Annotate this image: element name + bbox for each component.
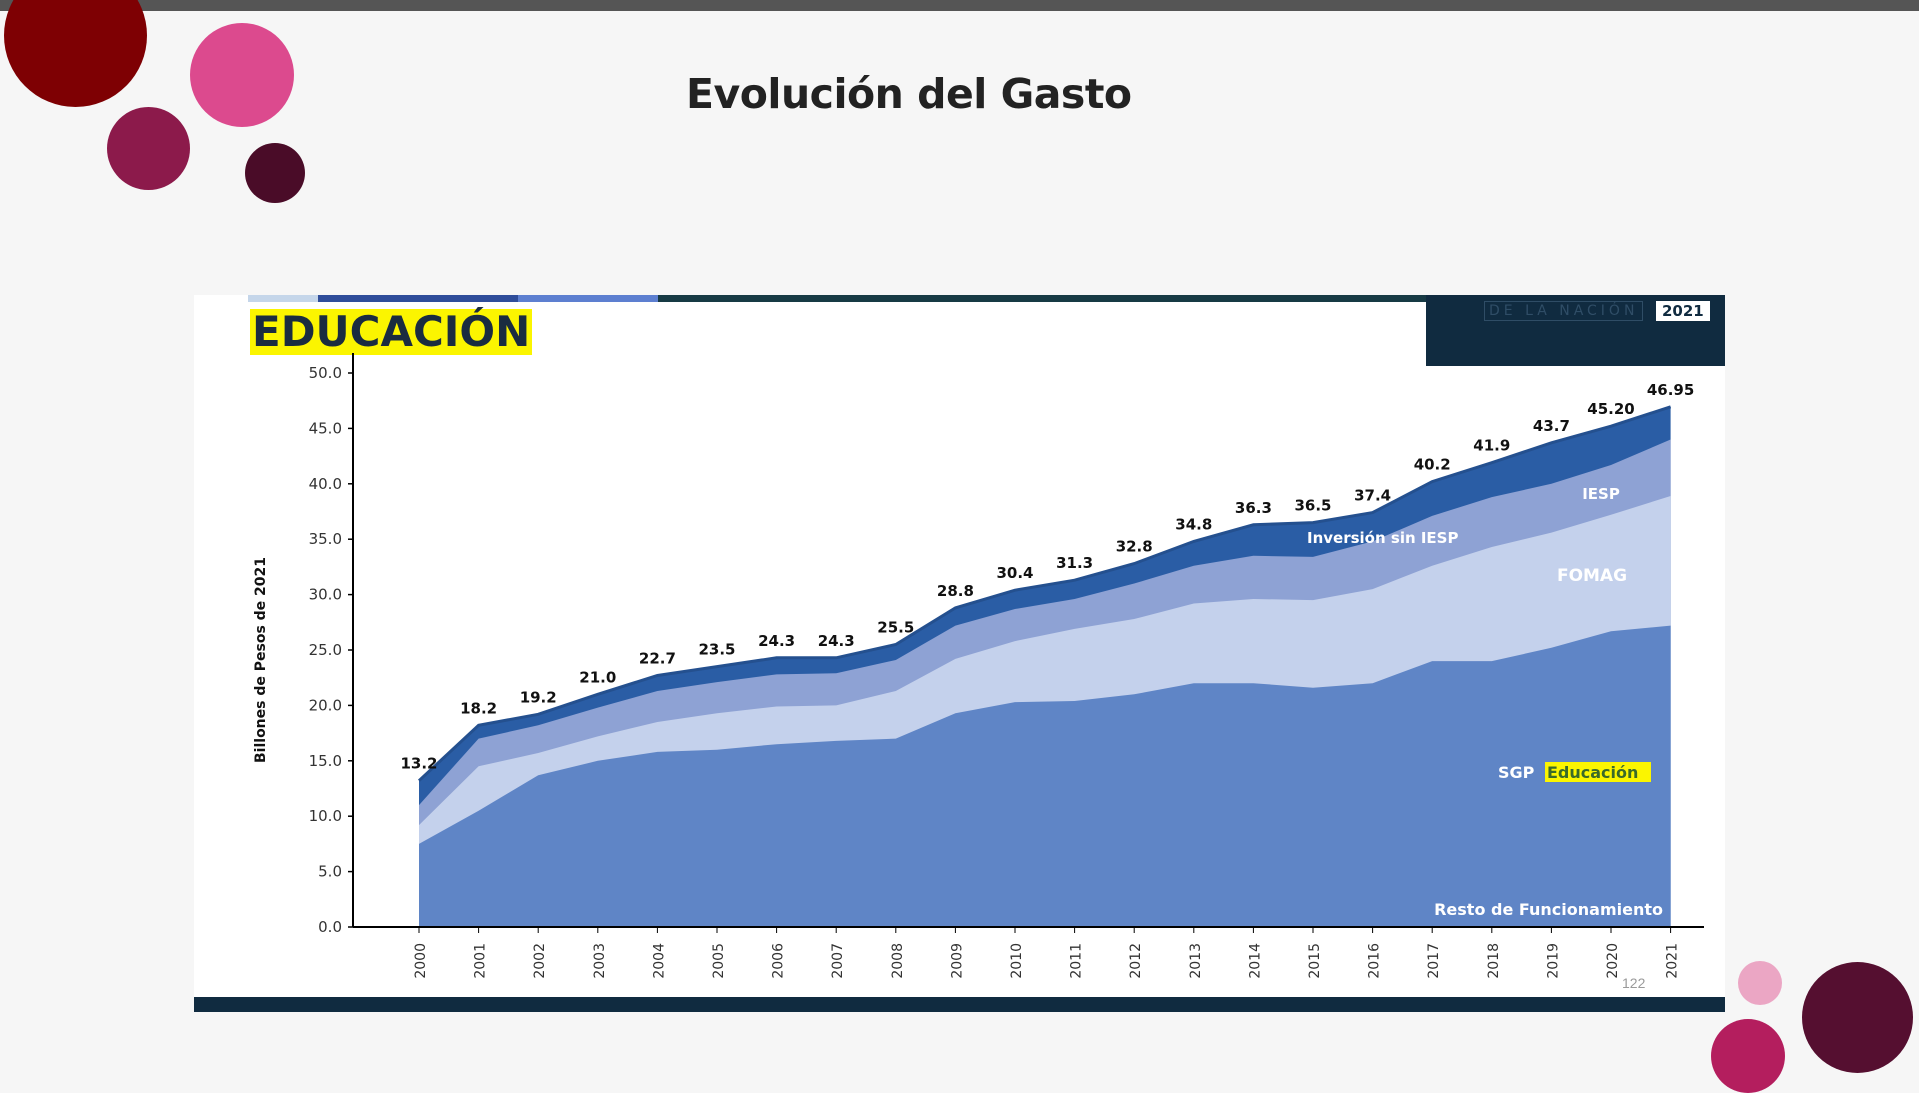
- annotation-resto: Resto de Funcionamiento: [1434, 900, 1663, 919]
- top-bar: [0, 0, 1919, 11]
- figure-top-strip: [318, 295, 518, 302]
- y-tick-label: 50.0: [309, 364, 342, 382]
- x-tick-label: 2004: [651, 943, 667, 979]
- data-label: 30.4: [996, 564, 1033, 582]
- x-tick-label: 2003: [592, 943, 608, 979]
- data-label: 37.4: [1354, 487, 1391, 505]
- x-tick-label: 2021: [1665, 943, 1681, 979]
- figure-top-strip: [518, 295, 658, 302]
- annotation-sgp-highlight: Educación: [1547, 763, 1638, 782]
- data-label: 36.3: [1235, 499, 1272, 517]
- decor-dot-pink: [190, 23, 294, 127]
- data-label: 43.7: [1533, 417, 1570, 435]
- data-label: 31.3: [1056, 554, 1093, 572]
- decor-dot-darkred: [4, 0, 147, 107]
- brand-year: 2021: [1656, 301, 1710, 321]
- chart-labels: 13.2 18.2 19.2 21.0 22.7 23.5 24.3 24.3 25.5 28.8…: [400, 381, 1694, 919]
- data-label: 13.2: [400, 755, 437, 773]
- chart-areas: [417, 405, 1672, 927]
- x-tick-label: 2006: [771, 943, 787, 979]
- figure-top-strip: [658, 295, 1428, 302]
- figure-title: EDUCACIÓN: [250, 307, 533, 356]
- data-label: 46.95: [1647, 381, 1694, 399]
- y-tick-label: 15.0: [309, 752, 342, 770]
- x-tick-label: 2000: [413, 943, 429, 979]
- x-tick-label: 2016: [1367, 943, 1383, 979]
- brand-text: DE LA NACIÓN: [1484, 301, 1644, 321]
- data-label: 21.0: [579, 668, 616, 686]
- decor-dot-magenta: [107, 107, 190, 190]
- y-tick-label: 0.0: [318, 918, 342, 936]
- page-number: 122: [1622, 975, 1646, 991]
- area-chart: 0.0 5.0 10.0 15.0 20.0 25.0 30.0 35.0 40.0 45.0 50…: [253, 353, 1704, 979]
- data-label: 19.2: [520, 688, 557, 706]
- x-tick-label: 2018: [1486, 943, 1502, 979]
- annotation-iesp: IESP: [1582, 485, 1620, 503]
- decor-dot-plum: [245, 143, 305, 203]
- x-tick-label: 2020: [1605, 943, 1621, 979]
- x-tick-label: 2005: [711, 943, 727, 979]
- chart-figure: DE LA NACIÓN 2021 EDUCACIÓN 0.0 5.0 10.0 15…: [194, 295, 1725, 1012]
- x-tick-label: 2013: [1188, 943, 1204, 979]
- x-tick-label: 2002: [532, 943, 548, 979]
- decor-dot-lightpink: [1738, 961, 1782, 1005]
- x-tick-label: 2001: [473, 943, 489, 979]
- x-tick-label: 2009: [949, 943, 965, 979]
- y-tick-label: 45.0: [309, 419, 342, 437]
- data-label: 34.8: [1175, 515, 1212, 533]
- decor-dot-rose: [1711, 1019, 1785, 1093]
- x-tick-label: 2007: [830, 943, 846, 979]
- series-line-total: [417, 405, 1672, 782]
- data-label: 45.20: [1587, 400, 1634, 418]
- x-tick-label: 2015: [1307, 943, 1323, 979]
- x-tick-label: 2019: [1545, 943, 1561, 979]
- figure-top-strip: [248, 295, 318, 302]
- chart-axes: 0.0 5.0 10.0 15.0 20.0 25.0 30.0 35.0 40.0 45.0 50…: [253, 353, 1704, 979]
- data-label: 40.2: [1414, 456, 1451, 474]
- annotation-highlight: [1545, 762, 1651, 782]
- data-label: 24.3: [758, 632, 795, 650]
- x-tick-label: 2011: [1069, 943, 1085, 979]
- x-tick-label: 2014: [1247, 943, 1263, 979]
- decor-dot-darkplum: [1802, 962, 1913, 1073]
- data-label: 22.7: [639, 649, 676, 667]
- x-tick-label: 2012: [1128, 943, 1144, 979]
- x-tick-label: 2010: [1009, 943, 1025, 979]
- y-axis-title: Billones de Pesos de 2021: [253, 557, 269, 763]
- y-tick-label: 5.0: [318, 863, 342, 881]
- y-tick-label: 40.0: [309, 475, 342, 493]
- y-tick-label: 25.0: [309, 641, 342, 659]
- x-tick-label: 2017: [1426, 943, 1442, 979]
- x-tick-label: 2008: [890, 943, 906, 979]
- data-label: 25.5: [877, 618, 914, 636]
- y-tick-label: 20.0: [309, 696, 342, 714]
- data-label: 23.5: [698, 641, 735, 659]
- figure-bottom-bar: [194, 997, 1725, 1012]
- y-tick-label: 30.0: [309, 586, 342, 604]
- data-label: 18.2: [460, 699, 497, 717]
- y-tick-label: 35.0: [309, 530, 342, 548]
- slide-title: Evolución del Gasto: [686, 70, 1132, 118]
- annotation-sgp-prefix: SGP: [1498, 763, 1535, 782]
- annotation-fomag: FOMAG: [1557, 566, 1627, 586]
- data-label: 28.8: [937, 582, 974, 600]
- data-label: 32.8: [1116, 538, 1153, 556]
- y-tick-label: 10.0: [309, 807, 342, 825]
- data-label: 36.5: [1294, 497, 1331, 515]
- data-label: 41.9: [1473, 437, 1510, 455]
- data-label: 24.3: [818, 632, 855, 650]
- annotation-inversion: Inversión sin IESP: [1307, 529, 1458, 547]
- area-sgp: [419, 625, 1671, 927]
